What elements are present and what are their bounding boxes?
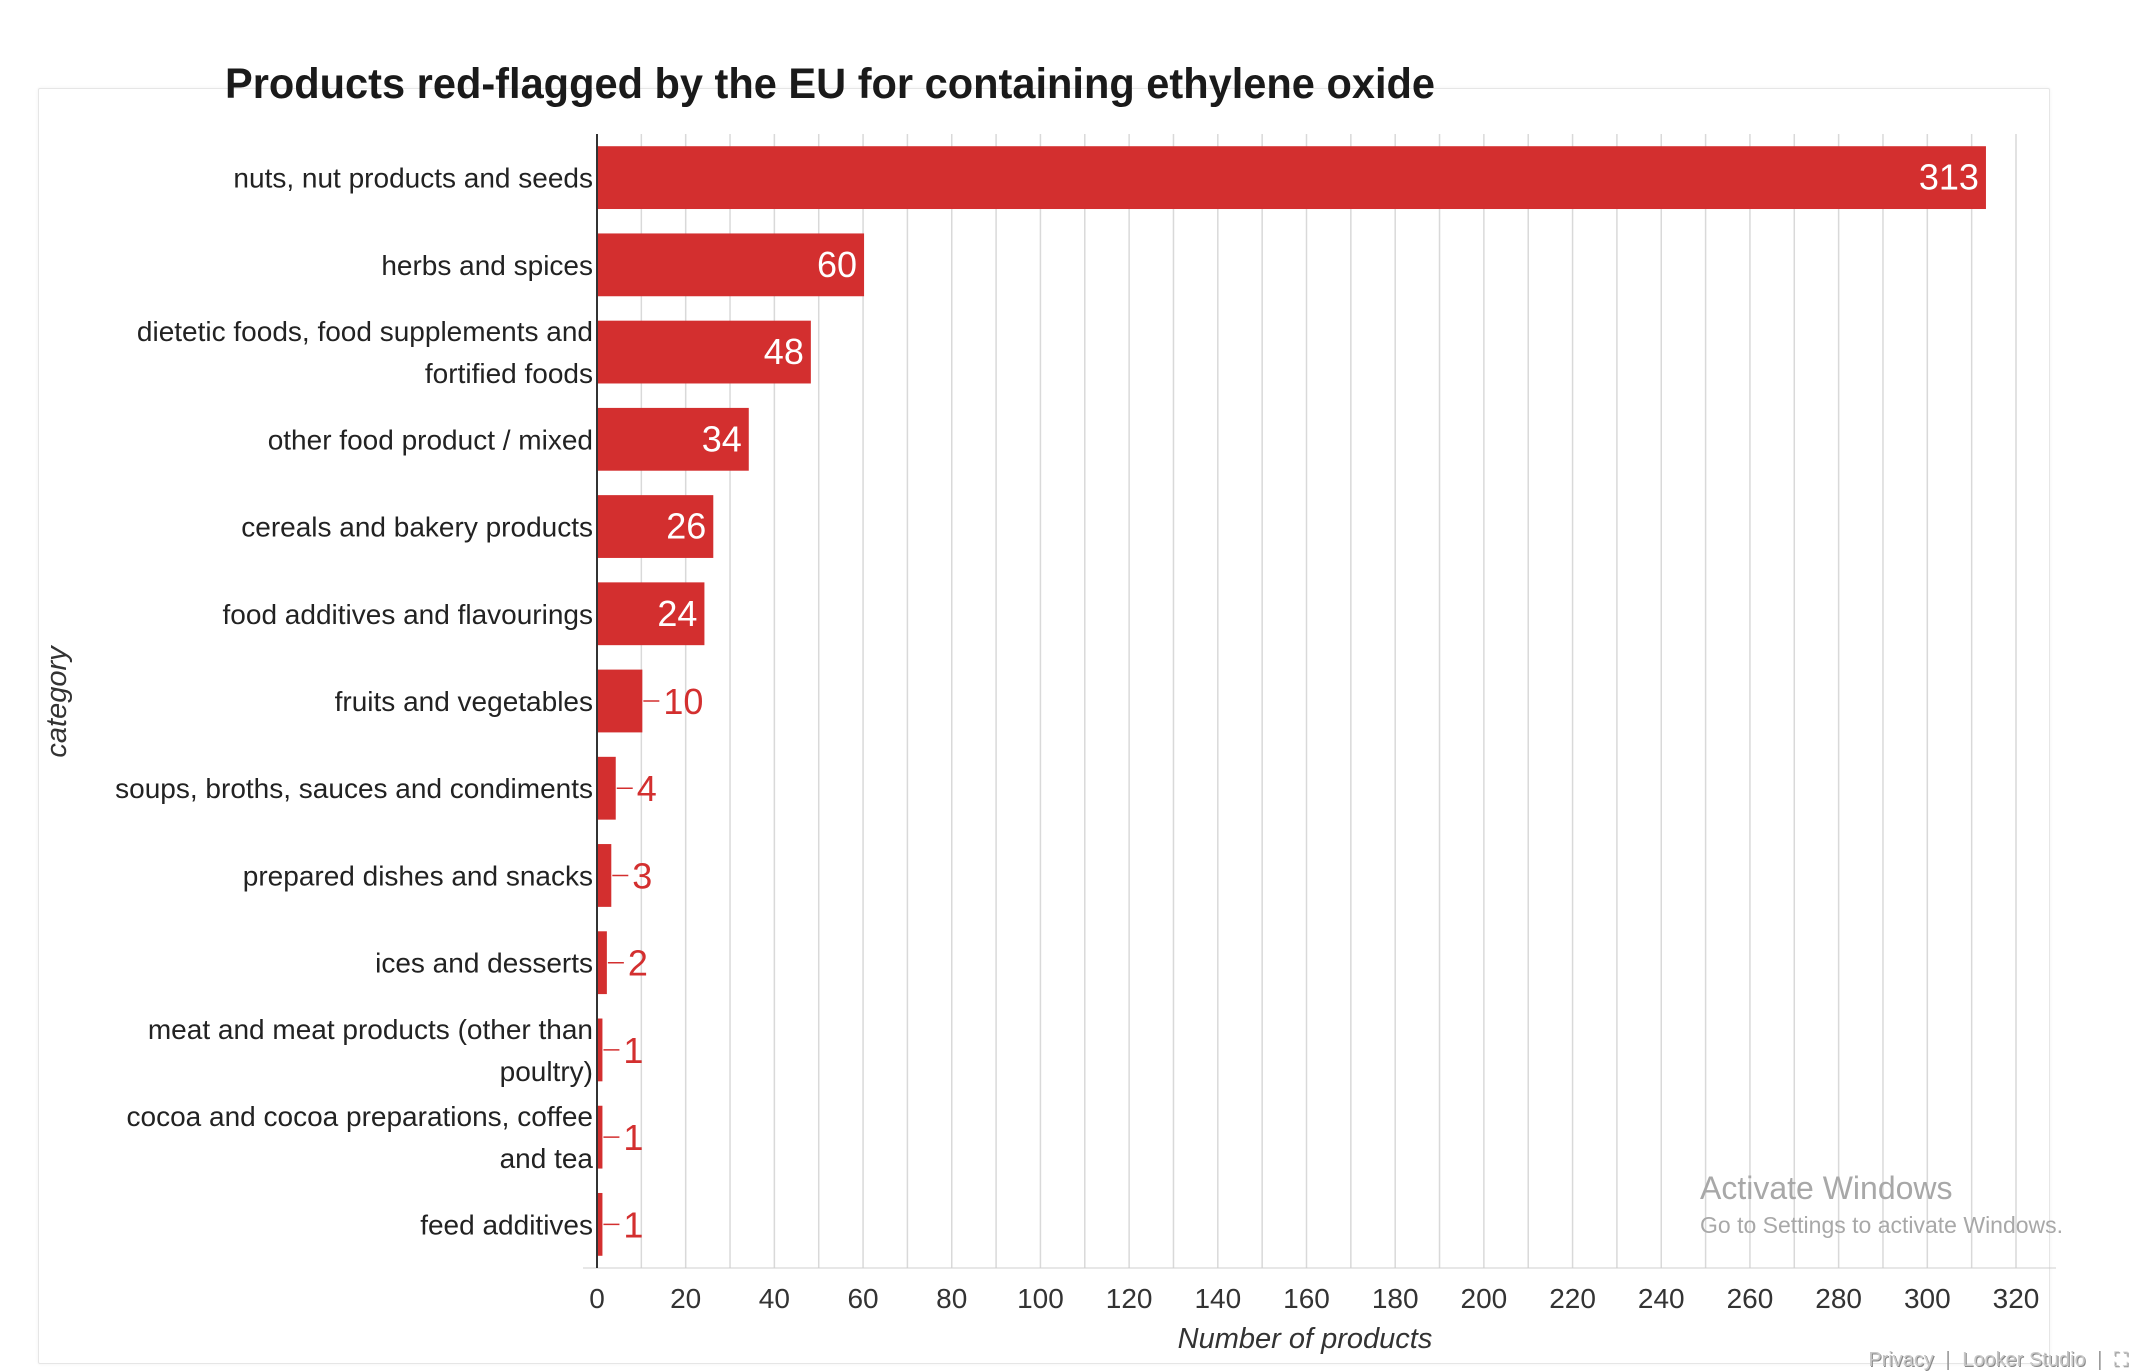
footer-separator: | [1945,1349,1951,1371]
bar[interactable] [598,1192,603,1256]
value-label: 60 [817,244,857,285]
value-label: 4 [637,768,657,809]
chart-title: Products red-flagged by the EU for conta… [225,60,1435,108]
category-labels: nuts, nut products and seeds herbs and sp… [115,163,593,1241]
report-footer: Privacy | Looker Studio | ⛶ [1862,1349,2128,1372]
chart-card [38,88,2050,1364]
bar[interactable] [598,844,612,907]
x-tick-label: 240 [1638,1283,1685,1314]
category-label: other food product / mixed [268,424,593,455]
fullscreen-icon[interactable]: ⛶ [2114,1349,2128,1371]
category-label: food additives and flavourings [223,599,593,630]
x-tick-label: 20 [670,1283,701,1314]
x-tick-label: 100 [1017,1283,1064,1314]
value-label: 3 [632,855,652,896]
bar[interactable] [598,582,705,646]
bar[interactable] [598,320,811,384]
category-label: cereals and bakery products [241,512,593,543]
category-label: herbs and spices [381,250,593,281]
value-label: 1 [623,1204,643,1245]
value-label: 1 [623,1030,643,1071]
category-label: soups, broths, sauces and condiments [115,773,593,804]
value-label: 48 [764,331,804,372]
category-label: dietetic foods, food supplements and [137,316,593,347]
x-tick-label: 260 [1727,1283,1774,1314]
x-tick-label: 80 [936,1283,967,1314]
value-label: 1 [623,1117,643,1158]
value-label: 10 [663,681,703,722]
category-label: prepared dishes and snacks [243,860,593,891]
x-tick-label: 200 [1461,1283,1508,1314]
value-label: 26 [666,506,706,547]
x-tick-label: 180 [1372,1283,1419,1314]
category-label: ices and desserts [375,948,593,979]
looker-studio-link[interactable]: Looker Studio [1962,1349,2086,1371]
value-label: 313 [1919,157,1979,198]
value-label: 34 [702,418,742,459]
bar[interactable] [598,1105,603,1169]
privacy-link[interactable]: Privacy [1868,1349,1934,1371]
gridlines [583,134,2056,1269]
category-label: and tea [500,1143,594,1174]
value-label: 24 [657,593,697,634]
footer-separator-2: | [2097,1349,2103,1371]
x-tick-label: 220 [1549,1283,1596,1314]
bar[interactable] [598,233,865,297]
x-tick-label: 120 [1106,1283,1153,1314]
x-tick-label: 160 [1283,1283,1330,1314]
category-label: fortified foods [425,358,593,389]
x-tick-label: 40 [759,1283,790,1314]
bar[interactable] [598,146,1986,210]
category-label: fruits and vegetables [335,686,593,717]
category-label: nuts, nut products and seeds [233,163,593,194]
category-label: meat and meat products (other than [148,1014,593,1045]
bars: 313 60 48 34 26 24 10 4 3 2 1 1 1 [598,146,1986,1256]
x-tick-label: 60 [847,1283,878,1314]
y-axis-title: category [41,645,73,758]
bar[interactable] [598,407,749,471]
value-label: 2 [628,943,648,984]
x-tick-label: 300 [1904,1283,1951,1314]
bar[interactable] [598,495,714,558]
bar[interactable] [598,756,616,820]
category-label: cocoa and cocoa preparations, coffee [127,1101,593,1132]
bar[interactable] [598,931,607,995]
bar[interactable] [598,669,643,733]
bar[interactable] [598,1018,603,1082]
x-tick-label: 320 [1993,1283,2040,1314]
x-tick-labels: 0 20 40 60 80 100 120 140 160 180 200 220 240 260 280 3… [589,1283,2039,1314]
x-tick-label: 280 [1815,1283,1862,1314]
category-label: poultry) [500,1056,593,1087]
x-axis-title: Number of products [1178,1323,1433,1355]
x-tick-label: 140 [1194,1283,1241,1314]
category-label: feed additives [420,1209,593,1240]
x-tick-label: 0 [589,1283,605,1314]
